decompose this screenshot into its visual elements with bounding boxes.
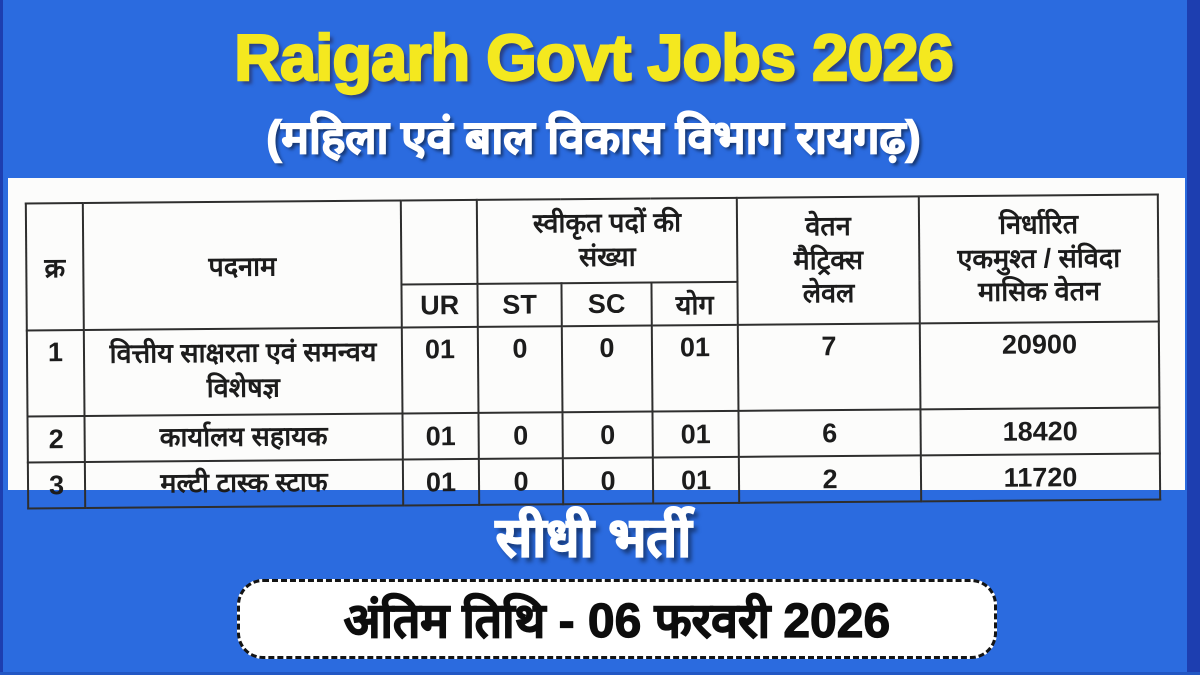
col-header-pay-matrix-level: वेतन मैट्रिक्स लेवल <box>736 196 920 325</box>
poster-subtitle: (महिला एवं बाल विकास विभाग रायगढ़) <box>266 110 922 163</box>
cell-serial: 1 <box>26 329 85 417</box>
col-header-total: योग <box>651 281 738 326</box>
bottom-edge-strip <box>0 672 1200 675</box>
cell-pay-level: 6 <box>738 409 921 457</box>
poster-title: Raigarh Govt Jobs 2026 <box>233 20 955 95</box>
cell-pay-level: 2 <box>738 455 922 503</box>
cell-sc: 0 <box>562 411 653 459</box>
cell-ur: 01 <box>401 326 479 414</box>
vacancy-table: क्र पदनाम स्वीकृत पदों की संख्या वेतन मै… <box>25 194 1161 510</box>
cell-salary: 11720 <box>920 453 1161 502</box>
cell-serial: 2 <box>27 415 85 463</box>
col-header-ur: UR <box>401 283 478 328</box>
cell-total: 01 <box>652 456 740 504</box>
cell-total: 01 <box>652 410 739 458</box>
recruitment-type-text: सीधी भर्ती <box>495 507 692 569</box>
cell-salary: 20900 <box>919 321 1160 410</box>
cell-salary: 18420 <box>920 407 1160 456</box>
col-header-serial: क्र <box>25 203 84 331</box>
last-date-banner: अंतिम तिथि - 06 फरवरी 2026 <box>237 579 997 659</box>
cell-post-name: वित्तीय साक्षरता एवं समन्वय विशेषज्ञ <box>83 327 403 416</box>
right-edge-strip <box>1187 0 1200 675</box>
cell-st: 0 <box>478 412 563 459</box>
col-header-sanctioned-posts: स्वीकृत पदों की संख्या <box>476 197 738 284</box>
cell-pay-level: 7 <box>737 323 921 411</box>
col-header-st: ST <box>477 283 562 327</box>
scanned-table-panel: क्र पदनाम स्वीकृत पदों की संख्या वेतन मै… <box>8 178 1185 509</box>
table-row: 1 वित्तीय साक्षरता एवं समन्वय विशेषज्ञ 0… <box>26 321 1160 417</box>
col-header-blank <box>400 199 478 285</box>
cell-total: 01 <box>651 324 739 412</box>
cell-post-name: कार्यालय सहायक <box>84 413 403 462</box>
cell-st: 0 <box>477 326 563 413</box>
cell-sc: 0 <box>561 325 653 413</box>
left-edge-strip <box>0 0 3 675</box>
cell-ur: 01 <box>402 412 479 460</box>
col-header-post-name: पदनाम <box>82 200 402 330</box>
col-header-sc: SC <box>561 282 652 327</box>
col-header-monthly-salary: निर्धारित एकमुश्त / संविदा मासिक वेतन <box>918 194 1159 324</box>
